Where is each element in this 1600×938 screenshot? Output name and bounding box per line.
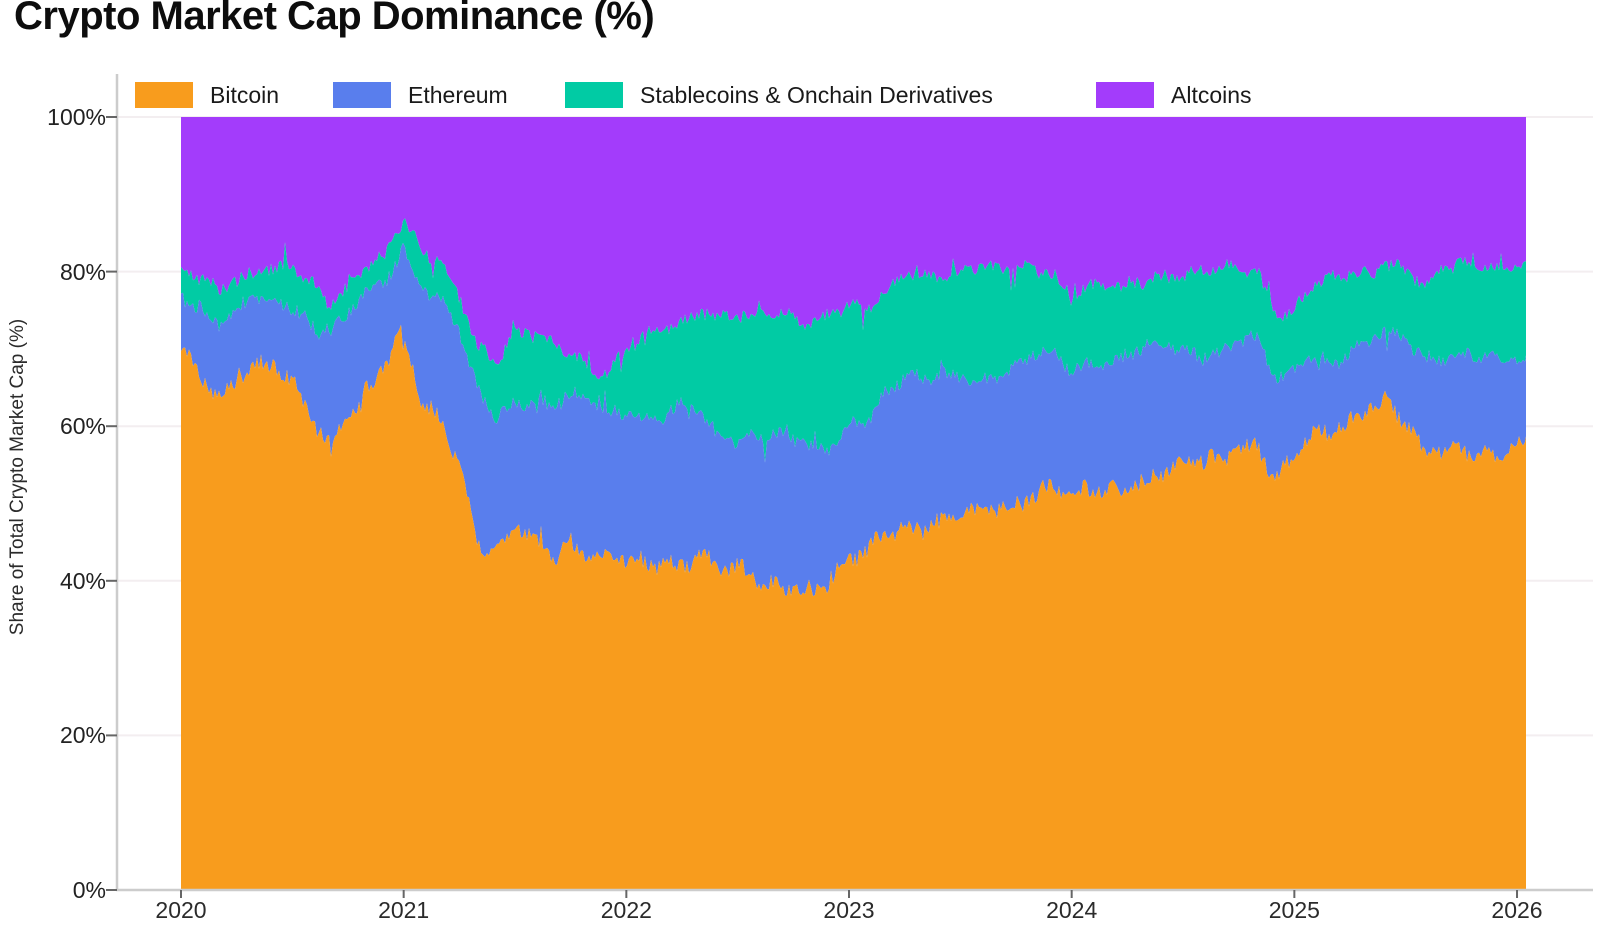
x-tick-label-2024: 2024	[1046, 897, 1098, 923]
legend-label-bitcoin: Bitcoin	[210, 81, 280, 108]
legend-swatch-altcoins	[1096, 82, 1154, 108]
x-tick-label-2025: 2025	[1268, 897, 1320, 923]
y-tick-label-100: 100%	[47, 104, 106, 130]
legend-label-stablecoins: Stablecoins & Onchain Derivatives	[640, 81, 993, 108]
y-tick-label-80: 80%	[59, 258, 106, 285]
y-tick-label-60: 60%	[59, 413, 106, 440]
legend-item-stablecoins: Stablecoins & Onchain Derivatives	[565, 80, 993, 110]
x-tick-label-2021: 2021	[378, 897, 430, 923]
legend-swatch-stablecoins	[565, 82, 623, 108]
x-tick-label-2023: 2023	[823, 897, 875, 923]
y-tick-label-40: 40%	[59, 567, 106, 594]
x-tick-label-2020: 2020	[155, 897, 207, 923]
legend-label-ethereum: Ethereum	[408, 81, 508, 108]
legend-swatch-ethereum	[333, 82, 391, 108]
x-tick-label-2022: 2022	[600, 897, 652, 923]
legend-item-bitcoin: Bitcoin	[135, 80, 279, 110]
legend-label-altcoins: Altcoins	[1171, 81, 1252, 108]
area-stablecoins	[181, 218, 1526, 463]
area-ethereum	[181, 242, 1526, 597]
legend-swatch-bitcoin	[135, 82, 193, 108]
y-tick-label-0: 0%	[72, 877, 106, 903]
y-tick-label-20: 20%	[59, 722, 106, 749]
legend-item-ethereum: Ethereum	[333, 80, 508, 110]
area-bitcoin	[181, 324, 1526, 890]
legend-item-altcoins: Altcoins	[1096, 80, 1252, 110]
chart-title: Crypto Market Cap Dominance (%)	[14, 0, 655, 38]
x-tick-label-2026: 2026	[1491, 897, 1543, 923]
area-altcoins	[181, 117, 1526, 380]
